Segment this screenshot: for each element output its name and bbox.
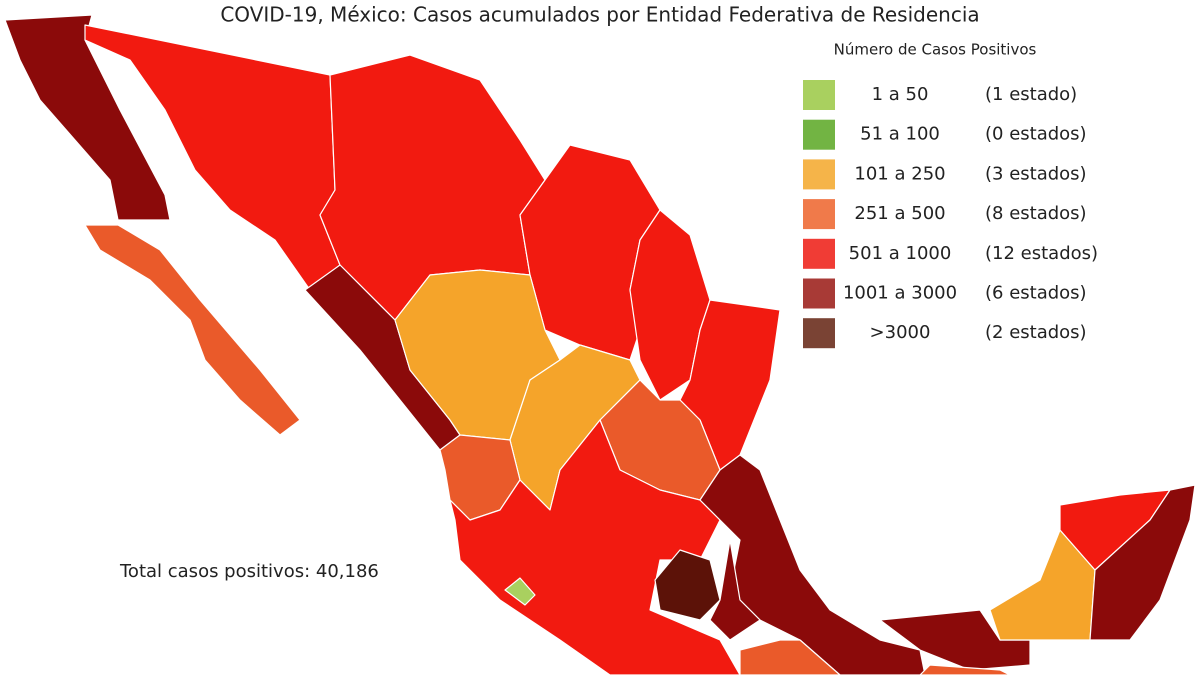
title: COVID-19, México: Casos acumulados por E…	[220, 3, 979, 27]
legend-count: (0 estados)	[985, 124, 1087, 145]
state	[919, 664, 1011, 675]
legend-count: (2 estados)	[985, 322, 1087, 343]
legend-count: (6 estados)	[985, 283, 1087, 304]
legend-swatch	[803, 278, 835, 309]
legend-range: 501 a 1000	[849, 243, 952, 264]
legend-swatch	[803, 80, 835, 110]
legend-count: (3 estados)	[985, 163, 1087, 184]
state	[1089, 484, 1196, 641]
legend-swatch	[803, 119, 835, 150]
state	[84, 224, 301, 436]
legend-range: 251 a 500	[854, 203, 945, 224]
map	[4, 14, 1196, 675]
state	[504, 577, 536, 606]
legend-count: (1 estado)	[985, 84, 1077, 105]
state	[699, 454, 926, 675]
legend-range: 1 a 50	[872, 84, 929, 105]
state	[739, 639, 841, 675]
legend-title: Número de Casos Positivos	[834, 41, 1037, 59]
state	[449, 419, 741, 675]
legend-range: 1001 a 3000	[843, 283, 957, 304]
legend: 1 a 50 (1 estado) 51 a 100 (0 estados) 101 a…	[803, 80, 1098, 349]
legend-range: 51 a 100	[860, 124, 940, 145]
legend-swatch	[803, 318, 835, 349]
legend-count: (8 estados)	[985, 203, 1087, 224]
total: Total casos positivos: 40,186	[119, 561, 379, 582]
state	[629, 209, 711, 401]
legend-count: (12 estados)	[985, 243, 1098, 264]
state	[709, 539, 761, 641]
legend-range: >3000	[870, 322, 931, 343]
legend-swatch	[803, 159, 835, 190]
legend-range: 101 a 250	[854, 163, 945, 184]
legend-swatch	[803, 199, 835, 230]
legend-swatch	[803, 238, 835, 269]
